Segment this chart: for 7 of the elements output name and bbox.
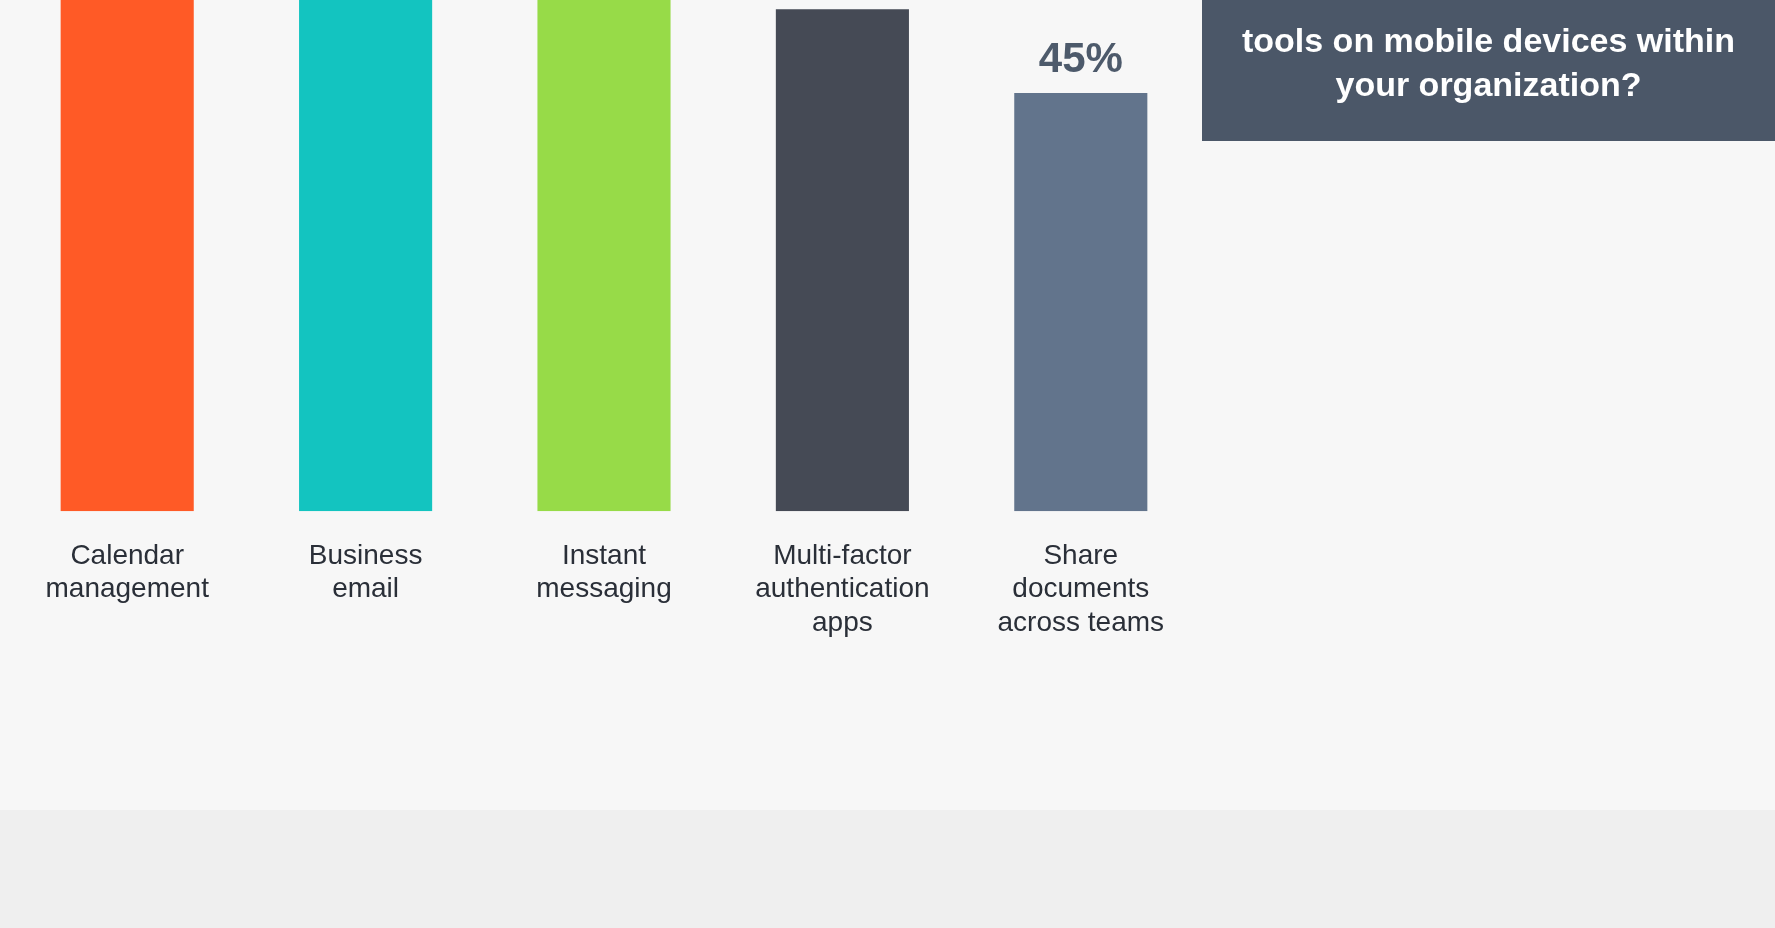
x-tick-label: Share documents across teams [997,538,1165,637]
x-tick-label: Business email [308,538,423,604]
data-label: 45% [1038,33,1123,81]
text: tools on mobile devices within your organization? [1202,0,1775,141]
x-tick-label: Calendar management [45,538,210,604]
x-tick-label: Multi-factor authentication apps [755,538,930,637]
x-tick-label: Instant messaging [536,538,672,604]
